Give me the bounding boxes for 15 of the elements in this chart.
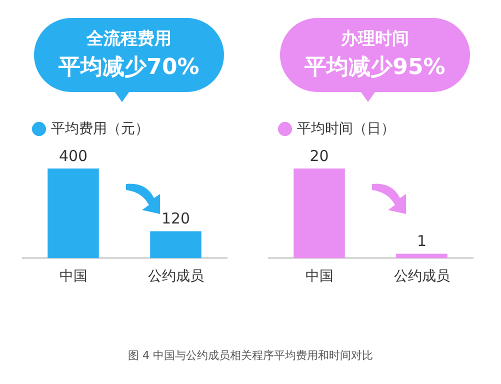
x-tick-label: 中国 xyxy=(305,267,334,284)
x-tick-label: 中国 xyxy=(59,267,88,284)
chart-title: 办理时间 xyxy=(340,28,410,50)
data-label: 120 xyxy=(161,210,190,228)
legend-label: 平均费用（元） xyxy=(51,120,149,136)
data-label: 1 xyxy=(416,232,427,250)
chart-subtitle: 平均减少95% xyxy=(304,54,446,82)
caption: 图 4 中国与公约成员相关程序平均费用和时间对比 xyxy=(127,348,374,363)
legend-label: 平均时间（日） xyxy=(297,120,395,136)
chart-subtitle: 平均减少70% xyxy=(58,54,200,82)
data-label: 400 xyxy=(58,146,88,165)
x-tick-label: 公约成员 xyxy=(394,267,450,284)
data-label: 20 xyxy=(310,146,329,165)
chart-title: 全流程费用 xyxy=(85,28,172,50)
x-tick-label: 公约成员 xyxy=(148,267,204,284)
